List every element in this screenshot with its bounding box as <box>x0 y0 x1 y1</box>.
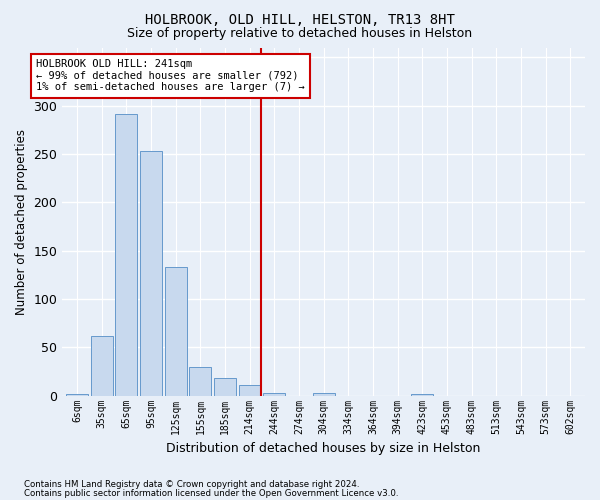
Bar <box>411 394 433 396</box>
Bar <box>115 114 137 396</box>
Bar <box>214 378 236 396</box>
Bar <box>189 366 211 396</box>
Text: HOLBROOK, OLD HILL, HELSTON, TR13 8HT: HOLBROOK, OLD HILL, HELSTON, TR13 8HT <box>145 12 455 26</box>
Bar <box>313 392 335 396</box>
Text: HOLBROOK OLD HILL: 241sqm
← 99% of detached houses are smaller (792)
1% of semi-: HOLBROOK OLD HILL: 241sqm ← 99% of detac… <box>37 59 305 92</box>
Bar <box>164 267 187 396</box>
Text: Contains HM Land Registry data © Crown copyright and database right 2024.: Contains HM Land Registry data © Crown c… <box>24 480 359 489</box>
Bar <box>140 151 162 396</box>
X-axis label: Distribution of detached houses by size in Helston: Distribution of detached houses by size … <box>166 442 481 455</box>
Bar <box>66 394 88 396</box>
Bar <box>263 392 286 396</box>
Bar <box>239 385 261 396</box>
Text: Contains public sector information licensed under the Open Government Licence v3: Contains public sector information licen… <box>24 489 398 498</box>
Y-axis label: Number of detached properties: Number of detached properties <box>15 128 28 314</box>
Bar <box>91 336 113 396</box>
Text: Size of property relative to detached houses in Helston: Size of property relative to detached ho… <box>127 28 473 40</box>
